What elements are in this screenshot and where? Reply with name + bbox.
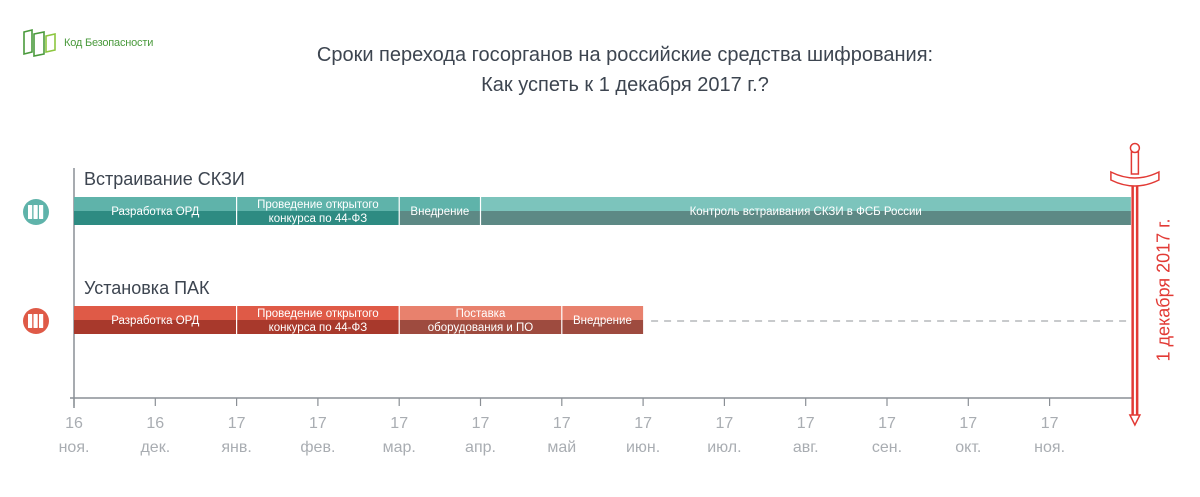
phase-label: Проведение открытого конкурса по 44-ФЗ: [257, 308, 379, 334]
x-tick-month: ноя.: [1034, 439, 1065, 456]
x-tick-year: 17: [472, 415, 490, 432]
x-tick-year: 17: [959, 415, 977, 432]
server-rack-icon-bar: [28, 205, 33, 219]
x-tick-year: 17: [309, 415, 327, 432]
x-tick-month: май: [547, 439, 576, 456]
phase-label: Контроль встраивания СКЗИ в ФСБ России: [690, 206, 922, 218]
phase-bar-top: [399, 197, 481, 211]
sword-pommel: [1129, 142, 1141, 154]
x-tick-year: 17: [553, 415, 571, 432]
x-tick-month: ноя.: [59, 439, 90, 456]
phase-label: Внедрение: [410, 206, 469, 218]
phase-bar-bottom: [74, 320, 237, 334]
track-name: Установка ПАК: [84, 278, 210, 298]
phase-label: Разработка ОРД: [111, 315, 199, 327]
brand-logo: Код Безопасности: [22, 28, 153, 58]
page-title: Сроки перехода госорганов на российские …: [0, 40, 1200, 100]
phase-bar-top: [480, 197, 1131, 211]
phase-bar-bottom: [399, 320, 562, 334]
brand-logo-icon: [23, 28, 56, 57]
phase-bar-top: [236, 306, 400, 320]
x-tick-month: апр.: [465, 439, 496, 456]
phase-bar-bottom: [480, 211, 1131, 225]
x-tick-month: авг.: [793, 439, 819, 456]
phase-bar-top: [399, 306, 562, 320]
server-rack-icon-bar: [28, 314, 33, 328]
x-tick-year: 17: [797, 415, 815, 432]
x-tick-month: июл.: [707, 439, 741, 456]
x-tick-month: мар.: [383, 439, 416, 456]
sword-icon: [1110, 142, 1160, 427]
phase-bar-top: [236, 197, 400, 211]
x-tick-month: окт.: [955, 439, 981, 456]
phase-bar-bottom: [399, 211, 481, 225]
phase-bar-bottom: [236, 320, 400, 334]
phase-bar-top: [74, 306, 237, 320]
x-tick-year: 17: [634, 415, 652, 432]
phase-bar-bottom: [236, 211, 400, 225]
x-tick-year: 16: [65, 415, 83, 432]
phase-label: Внедрение: [573, 315, 632, 327]
track-2: Установка ПАК Разработка ОРД Проведение от…: [23, 278, 1131, 334]
phase-label: Поставка оборудования и ПО: [428, 308, 534, 334]
x-tick-year: 17: [716, 415, 734, 432]
track-1: Встраивание СКЗИ Разработка ОРД Проведение…: [23, 169, 1131, 225]
x-tick-year: 17: [1041, 415, 1059, 432]
x-tick-year: 17: [878, 415, 896, 432]
deadline-label: 1 декабря 2017 г.: [1153, 218, 1174, 362]
track-name: Встраивание СКЗИ: [84, 169, 245, 189]
x-tick-year: 16: [146, 415, 164, 432]
x-tick-year: 17: [228, 415, 246, 432]
brand-name: Код Безопасности: [64, 37, 154, 49]
x-tick-year: 17: [390, 415, 408, 432]
phase-label: Проведение открытого конкурса по 44-ФЗ: [257, 199, 379, 225]
x-tick-month: фев.: [300, 439, 335, 456]
phase-label: Разработка ОРД: [111, 206, 199, 218]
phase-bar-top: [561, 306, 644, 320]
sword-tip: [1128, 414, 1142, 427]
phase-bar-bottom: [74, 211, 237, 225]
title-line-2: Как успеть к 1 декабря 2017 г.?: [481, 74, 769, 96]
server-rack-icon-bar: [39, 314, 44, 328]
sword-crossguard: [1110, 170, 1160, 187]
x-tick-month: июн.: [626, 439, 660, 456]
phase-bar-top: [74, 197, 237, 211]
title-line-1: Сроки перехода госорганов на российские …: [316, 44, 934, 66]
sword-grip: [1130, 151, 1140, 175]
x-tick-month: дек.: [140, 439, 170, 456]
x-tick-month: янв.: [221, 439, 251, 456]
server-rack-icon-bar: [33, 205, 38, 219]
phase-bar-bottom: [561, 320, 644, 334]
server-rack-icon-bar: [39, 205, 44, 219]
server-rack-icon-bar: [33, 314, 38, 328]
x-tick-month: сен.: [872, 439, 902, 456]
